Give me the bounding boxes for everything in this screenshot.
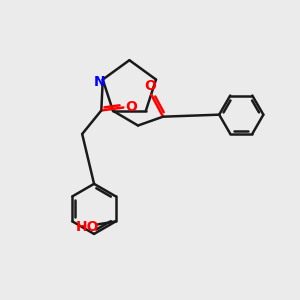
Text: HO: HO bbox=[76, 220, 100, 234]
Text: O: O bbox=[126, 100, 138, 114]
Text: O: O bbox=[144, 80, 156, 93]
Text: N: N bbox=[94, 75, 106, 88]
